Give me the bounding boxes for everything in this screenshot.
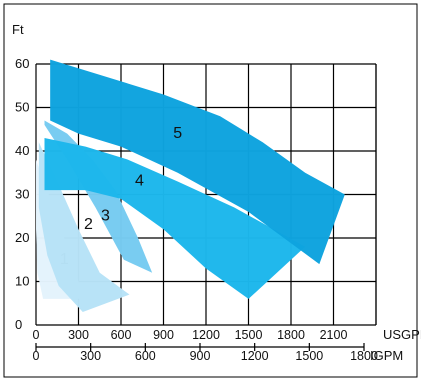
y-tick-40: 40 [15, 143, 29, 158]
x-secondary-tick-1500: 1500 [295, 349, 323, 363]
pump-region-5 [50, 59, 345, 265]
x-primary-tick-1200: 1200 [192, 328, 220, 342]
region-label-3: 3 [101, 207, 110, 224]
x-primary-tick-900: 900 [153, 328, 174, 342]
x-secondary-tick-300: 300 [80, 349, 101, 363]
y-tick-20: 20 [15, 230, 29, 245]
x-primary-tick-0: 0 [33, 328, 40, 342]
y-tick-60: 60 [15, 56, 29, 71]
x-primary-tick-1500: 1500 [235, 328, 263, 342]
y-tick-0: 0 [15, 317, 22, 332]
y-tick-10: 10 [15, 274, 29, 289]
x-axis-label-primary: USGPM [383, 327, 421, 342]
chart-border [3, 3, 418, 378]
region-label-5: 5 [173, 125, 182, 142]
x-primary-tick-1800: 1800 [277, 328, 305, 342]
x-primary-tick-300: 300 [68, 328, 89, 342]
x-axis-label-secondary: IGPM [370, 348, 403, 363]
x-secondary-tick-900: 900 [190, 349, 211, 363]
pump-region-2 [38, 142, 130, 312]
region-label-4: 4 [135, 173, 144, 190]
region-layer: 12345 [36, 59, 345, 312]
x-secondary-tick-600: 600 [135, 349, 156, 363]
x-primary-tick-2100: 2100 [320, 328, 348, 342]
region-label-2: 2 [84, 216, 93, 233]
x-secondary-tick-1800: 1800 [350, 349, 378, 363]
y-axis-label: Ft [12, 22, 24, 37]
x-primary-tick-600: 600 [111, 328, 132, 342]
x-secondary-tick-0: 0 [33, 349, 40, 363]
y-tick-30: 30 [15, 187, 29, 202]
pump-region-4 [44, 137, 306, 299]
y-tick-50: 50 [15, 100, 29, 115]
x-secondary-tick-1200: 1200 [241, 349, 269, 363]
